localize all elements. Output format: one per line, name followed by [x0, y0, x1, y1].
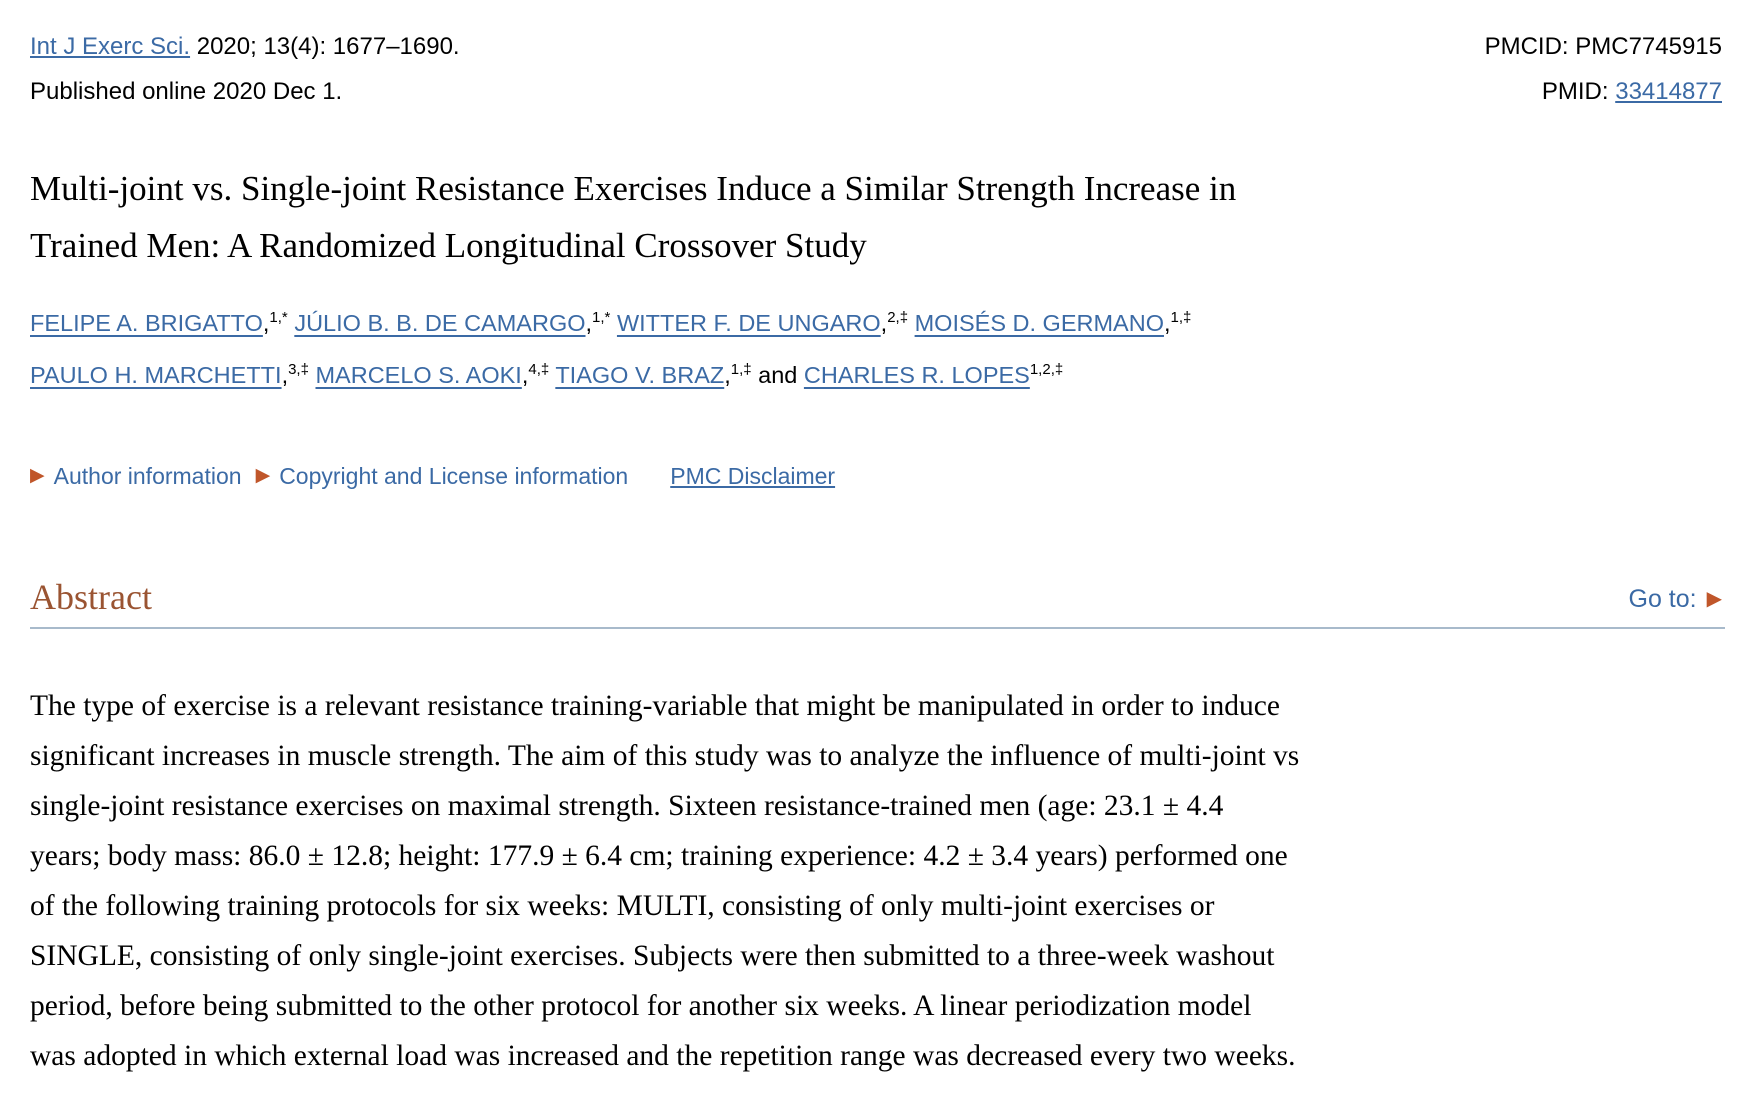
journal-citation-line: Int J Exerc Sci. 2020; 13(4): 1677–1690. — [30, 24, 460, 69]
author-link[interactable]: CHARLES R. LOPES — [803, 362, 1030, 388]
citation-header: Int J Exerc Sci. 2020; 13(4): 1677–1690.… — [30, 24, 1722, 114]
author-link[interactable]: MARCELO S. AOKI — [315, 362, 522, 388]
goto-triangle-icon: ▶ — [1706, 588, 1722, 610]
author-link[interactable]: TIAGO V. BRAZ — [555, 362, 725, 388]
author-affiliation-superscript: 4,‡ — [528, 361, 550, 378]
author-information-toggle[interactable]: Author information — [53, 463, 242, 489]
author-separator: , — [880, 310, 888, 336]
authors-line-2: PAULO H. MARCHETTI,3,‡ MARCELO S. AOKI,4… — [30, 351, 1550, 403]
author-separator: , — [281, 362, 289, 388]
abstract-header: Abstract Go to: ▶ — [30, 576, 1722, 618]
author-affiliation-superscript: 1,‡ — [730, 361, 752, 378]
authors-line-1: FELIPE A. BRIGATTO,1,* JÚLIO B. B. DE CA… — [30, 299, 1550, 351]
author-affiliation-superscript: 1,‡ — [1170, 309, 1192, 326]
author-affiliation-superscript: 1,2,‡ — [1029, 361, 1064, 378]
citation-left: Int J Exerc Sci. 2020; 13(4): 1677–1690.… — [30, 24, 460, 114]
pmid-link[interactable]: 33414877 — [1615, 78, 1722, 105]
pmcid-label: PMCID: — [1484, 33, 1576, 60]
abstract-heading: Abstract — [30, 577, 152, 617]
section-divider — [30, 627, 1725, 629]
goto-label: Go to: — [1628, 585, 1697, 613]
author-link[interactable]: WITTER F. DE UNGARO — [616, 310, 881, 336]
pmcid-value: PMC7745915 — [1575, 33, 1722, 60]
pmc-disclaimer-link[interactable]: PMC Disclaimer — [670, 463, 836, 489]
pmid-line: PMID: 33414877 — [1485, 69, 1722, 114]
author-prefix: and — [758, 362, 804, 388]
expander-triangle-icon: ▶ — [30, 465, 45, 486]
pmid-label: PMID: — [1541, 78, 1616, 105]
page-title: Multi-joint vs. Single-joint Resistance … — [30, 169, 1237, 265]
copyright-license-toggle[interactable]: Copyright and License information — [279, 463, 629, 489]
published-line: Published online 2020 Dec 1. — [30, 78, 343, 105]
journal-link[interactable]: Int J Exerc Sci. — [30, 33, 191, 60]
author-affiliation-superscript: 3,‡ — [288, 361, 309, 378]
abstract-paragraph: The type of exercise is a relevant resis… — [30, 690, 1300, 1072]
citation-right: PMCID: PMC7745915 PMID: 33414877 — [1485, 24, 1722, 114]
authors-block: FELIPE A. BRIGATTO,1,* JÚLIO B. B. DE CA… — [30, 299, 1550, 403]
article-info-links: ▶ Author information ▶ Copyright and Lic… — [30, 463, 1722, 490]
author-link[interactable]: FELIPE A. BRIGATTO — [30, 310, 263, 336]
author-separator: , — [724, 362, 731, 388]
author-link[interactable]: PAULO H. MARCHETTI — [30, 362, 282, 388]
author-separator: , — [521, 362, 529, 388]
author-affiliation-superscript: 2,‡ — [887, 309, 909, 326]
expander-triangle-icon: ▶ — [255, 465, 271, 486]
author-separator: , — [585, 310, 593, 336]
author-link[interactable]: JÚLIO B. B. DE CAMARGO — [294, 310, 586, 336]
author-affiliation-superscript: 1,* — [592, 309, 611, 326]
author-link[interactable]: MOISÉS D. GERMANO — [914, 310, 1164, 336]
author-separator: , — [262, 310, 270, 336]
author-affiliation-superscript: 1,* — [269, 309, 288, 326]
pmcid-line: PMCID: PMC7745915 — [1485, 24, 1722, 69]
citation-text: 2020; 13(4): 1677–1690. — [190, 33, 460, 60]
author-separator: , — [1163, 310, 1171, 336]
goto-link[interactable]: Go to: ▶ — [1629, 585, 1722, 618]
